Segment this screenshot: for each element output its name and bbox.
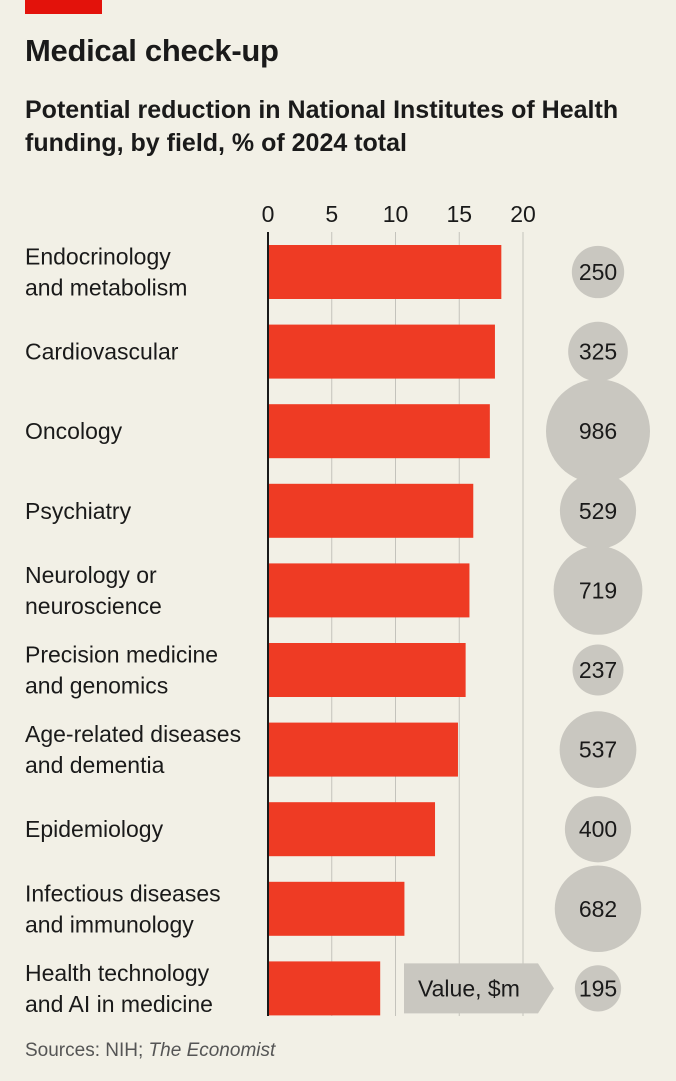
value-bubble — [574, 965, 622, 1012]
value-bubble — [571, 245, 625, 299]
bubble-value-label: 237 — [579, 657, 617, 683]
chart-subtitle: Potential reduction in National Institut… — [25, 96, 619, 157]
value-bubble — [564, 796, 632, 863]
bubble-value-label: 400 — [579, 816, 617, 842]
category-label-line: Age-related diseases — [25, 721, 241, 747]
category-label: Precision medicine and genomics — [25, 642, 218, 699]
category-label-line: Infectious diseases — [25, 880, 221, 906]
category-label-line: and AI in medicine — [25, 991, 213, 1017]
value-bubble — [554, 865, 642, 953]
bar — [268, 643, 466, 697]
bar — [268, 404, 490, 459]
bubble-value-label: 719 — [579, 577, 617, 603]
bubble-value-label: 529 — [579, 498, 617, 524]
category-label: Neurology or neuroscience — [25, 562, 162, 619]
source-note: Sources: NIH; The Economist — [25, 1040, 275, 1062]
value-bubble — [546, 379, 650, 484]
value-bubble — [553, 545, 643, 635]
category-label-line: and genomics — [25, 673, 168, 699]
bar — [268, 802, 436, 857]
category-label-line: and dementia — [25, 752, 165, 778]
value-bubble — [559, 711, 637, 788]
bubble-value-label: 250 — [579, 259, 617, 285]
category-label-line: and metabolism — [25, 275, 187, 301]
value-bubble — [572, 644, 624, 696]
category-label: Health technology and AI in medicine — [25, 960, 213, 1017]
bar — [268, 245, 502, 299]
value-bubble — [559, 472, 637, 549]
category-label-line: Oncology — [25, 418, 123, 444]
bubble-legend-callout — [404, 963, 554, 1014]
category-label-line: Endocrinology — [25, 244, 171, 270]
category-label-line: and immunology — [25, 911, 194, 937]
source-italic: The Economist — [148, 1040, 276, 1061]
bubble-legend-label: Value, $m — [418, 975, 520, 1001]
category-label-line: Cardiovascular — [25, 339, 179, 365]
category-label-line: Precision medicine — [25, 642, 218, 668]
category-label: Cardiovascular — [25, 339, 179, 365]
bubble-value-label: 682 — [579, 896, 617, 922]
bar — [268, 324, 495, 379]
bubble-value-label: 537 — [579, 737, 617, 763]
category-label: Psychiatry — [25, 498, 132, 524]
x-tick-label: 5 — [325, 201, 338, 227]
bar — [268, 881, 405, 936]
bar — [268, 722, 458, 777]
category-label: Infectious diseases and immunology — [25, 880, 221, 937]
category-label-line: Health technology — [25, 960, 210, 986]
source-prefix: Sources: NIH; — [25, 1040, 149, 1061]
x-tick-label: 10 — [383, 201, 409, 227]
bubble-value-label: 325 — [579, 339, 617, 365]
x-tick-label: 0 — [262, 201, 275, 227]
bar — [268, 563, 470, 618]
bar — [268, 961, 381, 1016]
category-label-line: Psychiatry — [25, 498, 132, 524]
bubble-value-label: 986 — [579, 418, 617, 444]
brand-red-tab — [25, 0, 102, 14]
chart-title: Medical check-up — [25, 33, 279, 68]
category-label-line: Epidemiology — [25, 816, 164, 842]
x-tick-label: 20 — [510, 201, 536, 227]
category-label: Oncology — [25, 418, 123, 444]
category-label: Age-related diseases and dementia — [25, 721, 241, 778]
category-label: Epidemiology — [25, 816, 164, 842]
bar — [268, 483, 474, 538]
x-tick-label: 15 — [446, 201, 472, 227]
value-bubble — [568, 321, 628, 382]
category-label: Endocrinology and metabolism — [25, 244, 187, 301]
bubble-value-label: 195 — [579, 975, 617, 1001]
category-label-line: Neurology or — [25, 562, 157, 588]
category-label-line: neuroscience — [25, 593, 162, 619]
